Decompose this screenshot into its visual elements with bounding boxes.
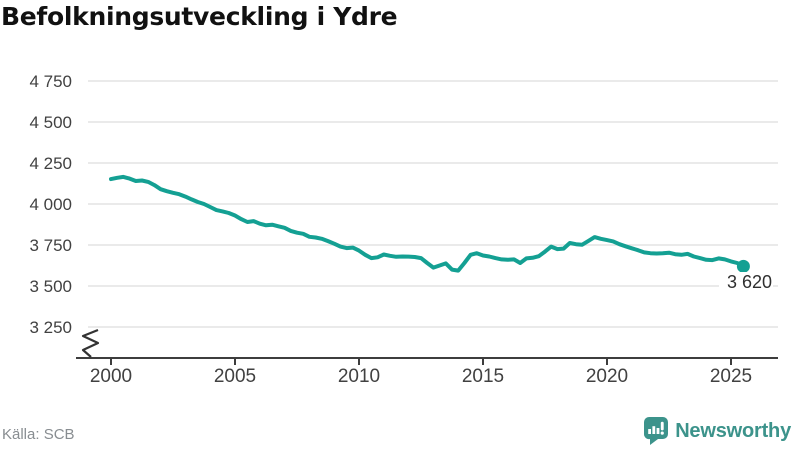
x-tick-label: 2010 xyxy=(338,366,380,387)
y-tick-label: 4 500 xyxy=(29,113,72,132)
y-tick-label: 4 250 xyxy=(29,154,72,173)
newsworthy-wordmark: Newsworthy xyxy=(675,419,791,442)
y-tick-label: 3 750 xyxy=(29,236,72,255)
x-tick-label: 2025 xyxy=(710,366,752,387)
newsworthy-bubble-chart-icon xyxy=(644,417,669,445)
end-value-label: 3 620 xyxy=(727,272,772,292)
end-label-backing xyxy=(719,272,773,291)
population-series-line xyxy=(109,174,746,273)
axis-break-squiggle xyxy=(81,328,100,358)
chart-title: Befolkningsutveckling i Ydre xyxy=(1,2,398,31)
y-tick-label: 4 750 xyxy=(29,72,72,91)
y-tick-label: 3 250 xyxy=(29,318,72,337)
y-tick-label: 3 500 xyxy=(29,277,72,296)
newsworthy-logo: Newsworthy xyxy=(644,417,791,445)
x-tick-label: 2020 xyxy=(586,366,628,387)
end-point-dot xyxy=(736,259,750,273)
source-label: Källa: SCB xyxy=(2,426,75,443)
x-tick-label: 2000 xyxy=(90,366,132,387)
x-tick-label: 2005 xyxy=(214,366,256,387)
y-tick-label: 4 000 xyxy=(29,195,72,214)
x-tick-label: 2015 xyxy=(462,366,504,387)
